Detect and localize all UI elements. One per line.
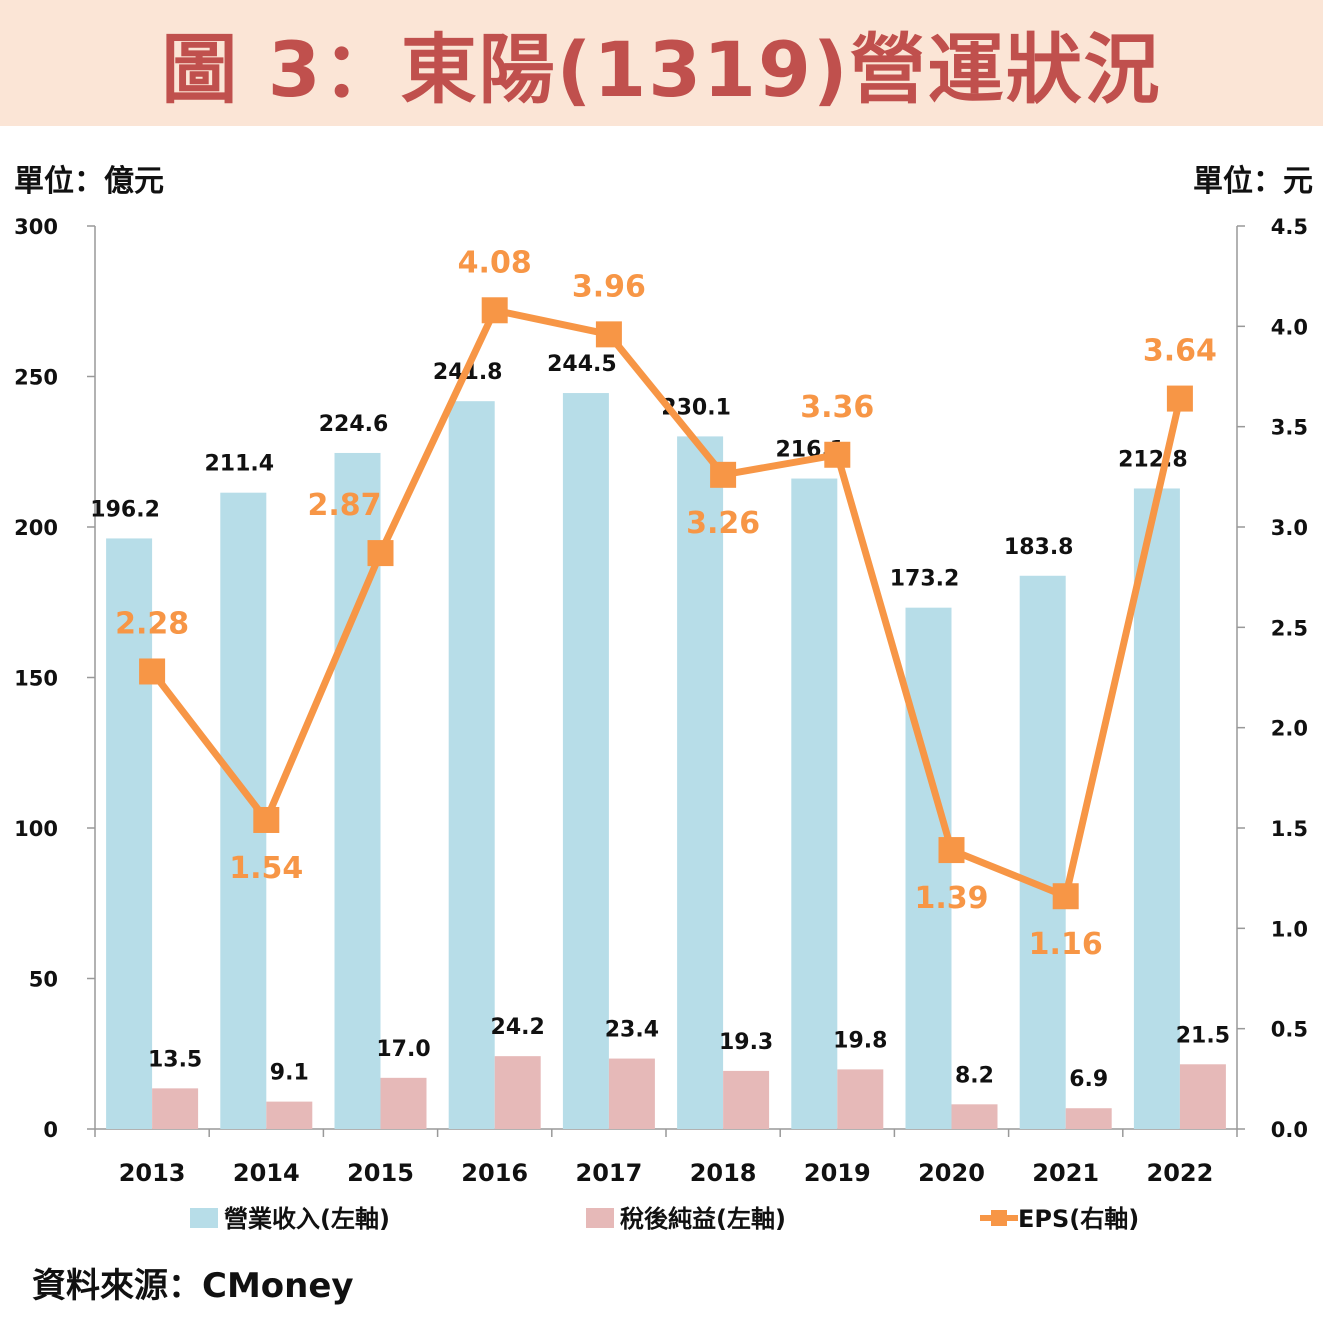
eps-marker xyxy=(938,837,965,864)
revenue-bar xyxy=(448,401,495,1129)
legend-net-income-swatch xyxy=(586,1208,614,1228)
right-tick-label: 4.0 xyxy=(1271,315,1308,339)
net-income-bar xyxy=(266,1101,313,1129)
net-income-bar xyxy=(494,1056,541,1129)
revenue-bar xyxy=(1019,575,1066,1129)
left-tick-label: 250 xyxy=(14,366,58,390)
x-tick-label: 2016 xyxy=(461,1159,528,1187)
eps-data-label: 3.96 xyxy=(572,269,646,304)
net-income-bar xyxy=(951,1104,998,1129)
left-tick-label: 200 xyxy=(14,516,58,540)
x-tick-label: 2017 xyxy=(576,1159,643,1187)
eps-marker xyxy=(1052,883,1079,910)
left-axis-unit: 單位：億元 xyxy=(14,164,164,199)
eps-data-label: 1.54 xyxy=(229,851,303,886)
right-axis-unit: 單位：元 xyxy=(1193,164,1313,199)
net-income-data-label: 17.0 xyxy=(376,1037,430,1062)
eps-data-label: 1.16 xyxy=(1029,927,1103,962)
eps-marker xyxy=(710,461,737,488)
revenue-data-label: 212.8 xyxy=(1118,447,1188,472)
right-tick-label: 4.5 xyxy=(1271,215,1308,239)
legend-eps-label: EPS(右軸) xyxy=(1018,1205,1139,1233)
x-tick-label: 2019 xyxy=(804,1159,871,1187)
left-tick-label: 50 xyxy=(29,968,58,992)
eps-data-label: 1.39 xyxy=(914,881,988,916)
revenue-bar xyxy=(1133,488,1180,1129)
net-income-bar xyxy=(837,1069,884,1129)
eps-marker xyxy=(481,297,508,324)
legend-eps-marker xyxy=(991,1210,1007,1226)
x-tick-label: 2015 xyxy=(347,1159,414,1187)
right-tick-label: 2.5 xyxy=(1271,616,1308,640)
revenue-data-label: 224.6 xyxy=(319,412,389,437)
net-income-data-label: 9.1 xyxy=(270,1061,309,1086)
eps-marker xyxy=(1166,385,1193,412)
legend-revenue-label: 營業收入(左軸) xyxy=(224,1205,390,1233)
net-income-bar xyxy=(1065,1108,1112,1129)
x-tick-label: 2020 xyxy=(918,1159,985,1187)
revenue-data-label: 211.4 xyxy=(205,452,275,477)
revenue-bar xyxy=(106,538,153,1129)
eps-marker xyxy=(824,441,851,468)
eps-marker xyxy=(595,321,622,348)
net-income-data-label: 24.2 xyxy=(491,1015,545,1040)
net-income-data-label: 21.5 xyxy=(1176,1023,1230,1048)
source-note: 資料來源：CMoney xyxy=(32,1266,354,1306)
revenue-data-label: 183.8 xyxy=(1004,535,1074,560)
x-tick-label: 2022 xyxy=(1147,1159,1214,1187)
net-income-data-label: 13.5 xyxy=(148,1047,202,1072)
eps-data-label: 2.28 xyxy=(115,606,189,641)
net-income-data-label: 8.2 xyxy=(955,1063,994,1088)
left-tick-label: 0 xyxy=(43,1118,58,1142)
title-band: 圖 3：東陽(1319)營運狀況 xyxy=(0,0,1323,126)
right-tick-label: 3.0 xyxy=(1271,516,1308,540)
x-tick-label: 2021 xyxy=(1032,1159,1099,1187)
right-tick-label: 0.5 xyxy=(1271,1018,1308,1042)
revenue-bar xyxy=(562,393,609,1129)
legend-revenue-swatch xyxy=(190,1208,218,1228)
left-tick-label: 100 xyxy=(14,817,58,841)
net-income-bar xyxy=(152,1088,199,1129)
eps-data-label: 3.26 xyxy=(686,506,760,541)
net-income-bar xyxy=(1179,1064,1226,1129)
net-income-bar xyxy=(723,1070,770,1129)
right-tick-label: 1.0 xyxy=(1271,917,1308,941)
chart-title: 圖 3：東陽(1319)營運狀況 xyxy=(161,25,1162,114)
revenue-bar xyxy=(677,436,724,1129)
legend-net-income-label: 稅後純益(左軸) xyxy=(620,1205,786,1233)
right-tick-label: 3.5 xyxy=(1271,416,1308,440)
x-tick-label: 2013 xyxy=(119,1159,186,1187)
eps-data-label: 3.64 xyxy=(1143,334,1217,369)
net-income-data-label: 23.4 xyxy=(605,1018,659,1043)
eps-marker xyxy=(367,540,394,567)
x-tick-label: 2014 xyxy=(233,1159,300,1187)
net-income-data-label: 6.9 xyxy=(1069,1067,1108,1092)
right-tick-label: 0.0 xyxy=(1271,1118,1308,1142)
x-tick-label: 2018 xyxy=(690,1159,757,1187)
net-income-data-label: 19.8 xyxy=(833,1028,887,1053)
eps-marker xyxy=(139,658,166,685)
net-income-data-label: 19.3 xyxy=(719,1030,773,1055)
revenue-data-label: 196.2 xyxy=(90,497,160,522)
left-tick-label: 150 xyxy=(14,667,58,691)
right-tick-label: 2.0 xyxy=(1271,717,1308,741)
eps-marker xyxy=(253,806,280,833)
revenue-bar xyxy=(791,478,838,1129)
right-tick-label: 1.5 xyxy=(1271,817,1308,841)
eps-line xyxy=(149,306,1184,900)
revenue-data-label: 173.2 xyxy=(890,567,960,592)
net-income-bar xyxy=(608,1058,655,1129)
revenue-bar xyxy=(905,607,952,1129)
revenue-data-label: 244.5 xyxy=(547,352,617,377)
eps-data-label: 4.08 xyxy=(458,245,532,280)
eps-data-label: 2.87 xyxy=(307,488,381,523)
left-tick-label: 300 xyxy=(14,215,58,239)
net-income-bar xyxy=(380,1077,427,1129)
eps-data-label: 3.36 xyxy=(800,390,874,425)
